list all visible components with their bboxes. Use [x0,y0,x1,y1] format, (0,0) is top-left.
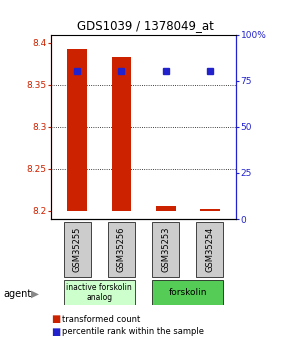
Text: GSM35254: GSM35254 [205,227,214,272]
Bar [200,209,220,211]
Bar [64,222,91,277]
Text: ▶: ▶ [31,289,39,299]
Text: percentile rank within the sample: percentile rank within the sample [62,327,204,336]
Text: GSM35256: GSM35256 [117,227,126,272]
Text: inactive forskolin
analog: inactive forskolin analog [66,283,132,302]
Bar [108,222,135,277]
Bar [152,222,179,277]
Bar [112,57,131,211]
Bar [67,49,87,211]
Text: forskolin: forskolin [168,288,207,297]
Text: ■: ■ [51,314,60,324]
Text: GDS1039 / 1378049_at: GDS1039 / 1378049_at [77,19,213,32]
Bar [152,280,223,305]
Text: agent: agent [3,289,31,299]
Text: GSM35253: GSM35253 [161,227,170,272]
Bar [156,206,175,211]
Bar [64,280,135,305]
Text: transformed count: transformed count [62,315,141,324]
Bar [196,222,223,277]
Text: GSM35255: GSM35255 [73,227,82,272]
Text: ■: ■ [51,327,60,337]
